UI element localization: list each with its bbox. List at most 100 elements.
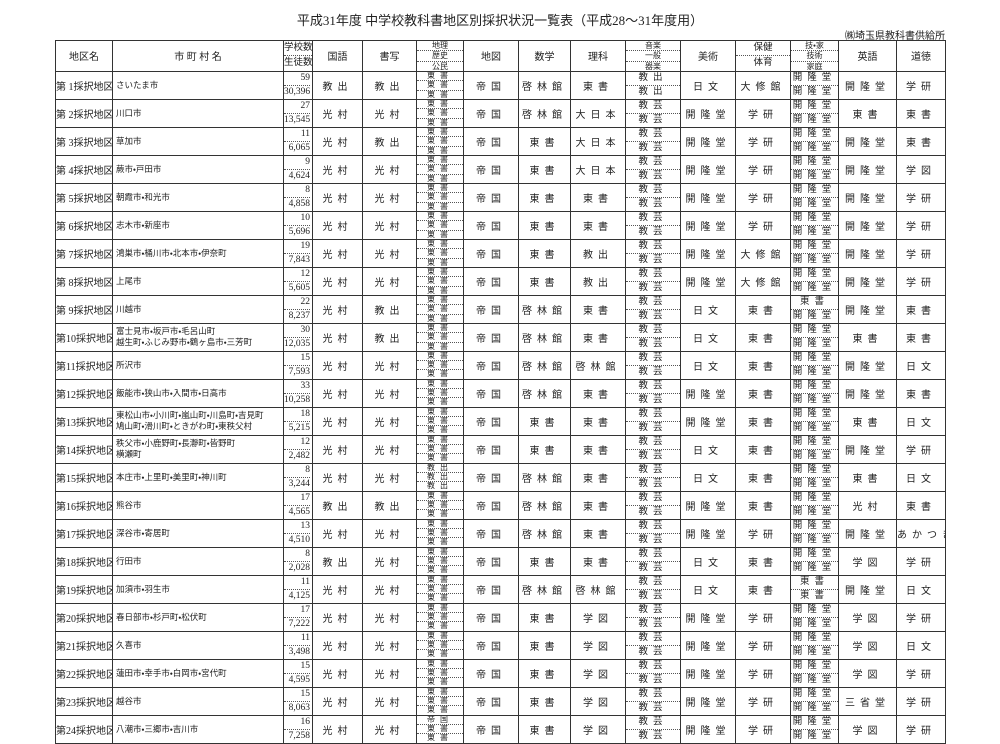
student-count: 4,510 (288, 534, 310, 545)
publisher-cell: 東書 (570, 462, 626, 492)
header-sub: 音楽 (626, 41, 680, 52)
publisher-sub: 教芸 (638, 646, 668, 657)
district-cell: 第14採択地区 (55, 434, 113, 464)
district-cell: 第 2採択地区 (55, 98, 113, 128)
publisher-cell: 学図 (570, 686, 626, 716)
table-row: 第22採択地区 蓮田市・幸手市・白岡市・宮代町 15 4,595 光村 光村 東書 東書 東書帝… (55, 658, 946, 688)
district-cell: 第 5採択地区 (55, 182, 113, 212)
publisher-cell: 開隆堂 (680, 238, 736, 268)
publisher-sub: 東書 (417, 669, 463, 679)
publisher-cell: 開隆堂 開隆堂 (790, 154, 839, 184)
count-cell: 30 12,035 (283, 322, 313, 352)
header-cell: 道徳 (896, 40, 946, 72)
publisher-sub: 東書 (417, 352, 463, 362)
publisher-cell: 開隆堂 (680, 126, 736, 156)
student-count: 2,482 (288, 450, 310, 461)
publisher-sub: 開隆堂 (792, 450, 837, 461)
count-cell: 17 4,565 (283, 490, 313, 520)
publisher-sub: 東書 (417, 212, 463, 222)
publisher-cell: 学図 (570, 602, 626, 632)
publisher-cell: 教芸 教芸 (625, 602, 681, 632)
publisher-sub: 東書 (427, 566, 453, 575)
school-count: 30 (284, 324, 310, 338)
publisher: ㈱埼玉県教科書供給所 (845, 31, 945, 42)
school-count: 11 (284, 128, 310, 142)
publisher-cell: 光村 (312, 154, 363, 184)
municipality-cell: 久喜市 (112, 630, 284, 660)
publisher-cell: 光村 (312, 182, 363, 212)
municipality-line: 鴻巣市・桶川市・北本市・伊奈町 (116, 247, 227, 258)
publisher-cell: 東書 東書 東書 (416, 182, 464, 212)
publisher-cell: 東書 (518, 658, 571, 688)
publisher-cell: 光村 (838, 490, 897, 520)
publisher-cell: 東書 (518, 714, 571, 744)
publisher-cell: 東書 (518, 126, 571, 156)
header-sub: 一般 (626, 51, 680, 62)
publisher-cell: 光村 (312, 98, 363, 128)
publisher-cell: 教出 教出 (625, 70, 681, 100)
publisher-cell: 開隆堂 (838, 182, 897, 212)
publisher-cell: 教芸 教芸 (625, 518, 681, 548)
municipality-cell: 深谷市・寄居町 (112, 518, 284, 548)
count-cell: 15 8,063 (283, 686, 313, 716)
table-row: 第16採択地区 熊谷市 17 4,565 教出 教出 東書 東書 東書 帝国 啓林館 東書 教芸 教芸 開隆… (55, 490, 946, 520)
publisher-sub: 東書 (417, 697, 463, 707)
publisher-cell: 啓林館 (518, 350, 571, 380)
publisher-sub: 開隆堂 (791, 436, 838, 450)
table-row: 第14採択地区 秩父市・小鹿野町・長瀞町・皆野町 横瀬町 12 2,482 光村 光村 東書東… (55, 434, 946, 464)
publisher-cell: 東書 (735, 406, 791, 436)
publisher-cell: 帝国 (463, 70, 519, 100)
header-cell: 英語 (838, 40, 897, 72)
publisher-cell: 光村 (312, 350, 363, 380)
header-sub: 歴史 (417, 51, 463, 62)
table-row: 第 9採択地区 川越市 22 8,237 光村 教出 東書 東書 東書 帝国 啓林館 東書 教芸 教芸 日文… (55, 294, 946, 324)
municipality-line: 熊谷市 (116, 499, 142, 510)
table-row: 第19採択地区 加須市・羽生市 11 4,125 光村 光村 東書 東書 東書 帝国 啓林館 啓林館教… (55, 574, 946, 604)
publisher-sub: 東書 (417, 520, 463, 530)
publisher-cell: 開隆堂 (680, 406, 736, 436)
header-cell: 美術 (680, 40, 736, 72)
publisher-cell: 東書 (518, 238, 571, 268)
publisher-sub: 開隆堂 (792, 226, 837, 237)
publisher-sub: 東書 (417, 156, 463, 166)
municipality-cell: 東松山市・小川町・嵐山町・川島町・吉見町 鳩山町・滑川町・ときがわ町・東秩父村 (112, 406, 284, 436)
publisher-cell: 啓林館 (570, 350, 626, 380)
count-cell: 33 10,258 (283, 378, 313, 408)
publisher-sub: 教芸 (638, 702, 668, 713)
municipality-line: 朝霞市・和光市 (116, 191, 170, 202)
publisher-cell: 東書 (735, 434, 791, 464)
publisher-cell: 啓林館 (518, 518, 571, 548)
header-sub: 生徒数 (284, 58, 312, 69)
header-cell: 地理 歴史 公民 (416, 40, 464, 72)
publisher-cell: 日文 (896, 574, 946, 604)
count-cell: 11 4,125 (283, 574, 313, 604)
publisher-sub: 開隆堂 (791, 72, 838, 86)
publisher-cell: 東書 (570, 406, 626, 436)
district-cell: 第20採択地区 (55, 602, 113, 632)
publisher-cell: 開隆堂 (838, 574, 897, 604)
publisher-sub: 開隆堂 (792, 366, 837, 377)
publisher-cell: 帝国 (463, 630, 519, 660)
publisher-sub: 東書 (417, 389, 463, 399)
district-cell: 第 8採択地区 (55, 266, 113, 296)
publisher-cell: 帝国 (463, 378, 519, 408)
publisher-cell: 開隆堂 (680, 266, 736, 296)
publisher-sub: 開隆堂 (791, 212, 838, 226)
publisher-cell: 帝国 (463, 182, 519, 212)
municipality-cell: 蓮田市・幸手市・白岡市・宮代町 (112, 658, 284, 688)
publisher-sub: 東書 (417, 688, 463, 697)
publisher-sub: 東書 (417, 240, 463, 250)
school-count: 11 (284, 576, 310, 590)
school-count: 9 (284, 156, 310, 170)
publisher-cell: 東書 (735, 294, 791, 324)
publisher-cell: 東書 (518, 154, 571, 184)
publisher-cell: 東書 東書 東書 (416, 238, 464, 268)
publisher-cell: 帝国 (463, 294, 519, 324)
publisher-cell: 東書 東書 東書 (416, 518, 464, 548)
publisher-cell: 東書 東書 東書 (416, 406, 464, 436)
publisher-sub: 開隆堂 (791, 716, 838, 730)
count-cell: 27 13,545 (283, 98, 313, 128)
publisher-cell: 東書 東書 (790, 574, 839, 604)
header-cell: 市 町 村 名 (112, 40, 284, 72)
school-count: 10 (284, 212, 310, 226)
